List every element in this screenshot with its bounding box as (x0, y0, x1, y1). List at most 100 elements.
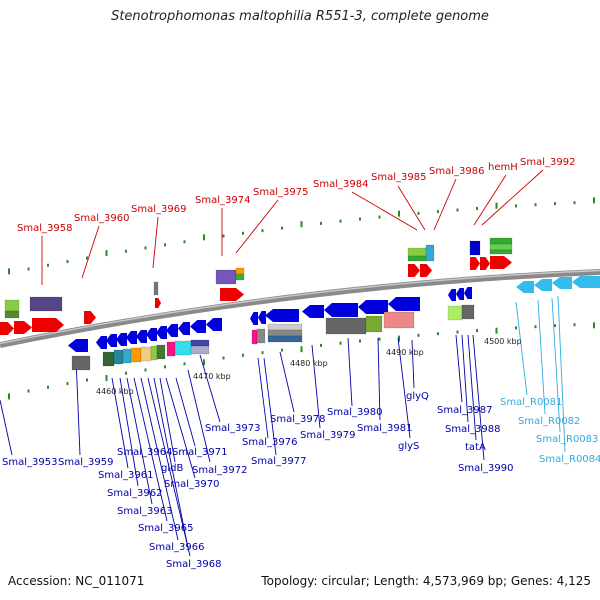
gene-label[interactable]: Smal_3975 (253, 187, 308, 198)
gene-arrow-reverse (516, 281, 534, 293)
gene-label[interactable]: glyQ (406, 391, 429, 402)
gene-label[interactable]: Smal_3963 (117, 506, 172, 517)
gene-label[interactable]: Smal_3958 (17, 223, 72, 234)
gene-label[interactable]: Smal_3971 (172, 447, 227, 458)
gene-label[interactable]: Smal_3976 (242, 437, 297, 448)
tick-mark (417, 211, 420, 215)
gene-label[interactable]: Smal_3964 (117, 447, 172, 458)
tick-mark (261, 351, 264, 355)
gene-label[interactable]: Smal_3981 (357, 423, 412, 434)
tick-mark (515, 204, 517, 208)
scale-label: 4480 kbp (290, 359, 328, 368)
gene-arrow-reverse (456, 288, 464, 300)
gene-block (235, 273, 245, 281)
gene-label[interactable]: Smal_3969 (131, 204, 186, 215)
tick-mark (554, 324, 556, 328)
gene-block (489, 243, 513, 251)
gene-label[interactable]: Smal_3992 (520, 157, 575, 168)
tick-mark (417, 333, 420, 337)
leader-line (75, 357, 81, 456)
gene-features[interactable] (0, 237, 600, 371)
gene-arrow-forward (155, 298, 161, 308)
leader-line (235, 199, 279, 254)
tick-mark (183, 362, 186, 366)
gene-block (447, 305, 463, 321)
tick-mark (534, 325, 537, 329)
rna-label[interactable]: Smal_R0083 (536, 434, 598, 445)
leader-line (187, 369, 211, 463)
gene-arrow-reverse (178, 322, 190, 335)
gene-label[interactable]: Smal_3962 (107, 488, 162, 499)
gene-label[interactable]: tatA (465, 442, 486, 453)
tick-mark (66, 260, 69, 264)
tick-mark (222, 234, 225, 238)
gene-label[interactable]: Smal_3980 (327, 407, 382, 418)
tick-mark (456, 330, 459, 334)
gene-label[interactable]: Smal_3979 (300, 430, 355, 441)
leader-line (159, 377, 176, 463)
inner-tick-track (8, 322, 595, 400)
tick-mark (125, 249, 127, 253)
gene-arrow-forward (14, 321, 32, 334)
tick-mark (456, 208, 459, 212)
gene-label[interactable]: Smal_3972 (192, 465, 247, 476)
gene-label[interactable]: Smal_3960 (74, 213, 129, 224)
leader-line (133, 377, 168, 522)
rna-label[interactable]: Smal_R0081 (500, 397, 562, 408)
gene-label[interactable]: Smal_3977 (251, 456, 306, 467)
rna-label[interactable]: Smal_R0084 (539, 454, 600, 465)
gene-label[interactable]: Smal_3988 (445, 424, 500, 435)
gene-arrow-reverse (116, 333, 127, 346)
leader-line (140, 377, 179, 541)
leader-line (199, 354, 221, 423)
gene-label[interactable]: Smal_3978 (270, 414, 325, 425)
gene-label[interactable]: Smal_3984 (313, 179, 368, 190)
tick-mark (398, 210, 400, 217)
gene-label[interactable]: Smal_3973 (205, 423, 260, 434)
tick-mark (300, 221, 303, 228)
tick-mark (144, 246, 147, 250)
leader-line (152, 216, 159, 269)
gene-label[interactable]: Smal_3966 (149, 542, 204, 553)
tick-mark (222, 356, 225, 360)
gene-label[interactable]: Smal_3961 (98, 470, 153, 481)
tick-mark (437, 210, 439, 214)
rna-label[interactable]: Smal_R0082 (518, 416, 580, 427)
gene-label[interactable]: Smal_3959 (58, 457, 113, 468)
gene-label[interactable]: Smal_3965 (138, 523, 193, 534)
scale-label: 4490 kbp (386, 348, 424, 357)
outer-tick-track (8, 197, 595, 275)
gene-block (267, 335, 303, 343)
gene-label[interactable]: Smal_3968 (166, 559, 221, 570)
leader-line (126, 377, 153, 505)
gene-label[interactable]: Smal_3990 (458, 463, 513, 474)
tick-mark (242, 353, 244, 357)
gene-label[interactable]: Smal_3986 (429, 166, 484, 177)
tick-mark (495, 327, 498, 334)
gene-block (469, 240, 481, 256)
gene-label[interactable]: hemH (488, 162, 518, 173)
gene-block (267, 329, 303, 337)
tick-mark (8, 393, 10, 400)
gene-label[interactable]: Smal_3953 (2, 457, 57, 468)
gene-arrow-reverse (126, 331, 137, 344)
gene-label[interactable]: Smal_3985 (371, 172, 426, 183)
gene-arrow-reverse (572, 276, 600, 288)
tick-mark (47, 385, 49, 389)
tick-mark (27, 389, 30, 393)
tick-mark (554, 202, 556, 206)
tick-mark (515, 326, 517, 330)
gene-label[interactable]: gidB (161, 463, 183, 474)
genome-backbone (0, 269, 600, 348)
gene-label[interactable]: Smal_3974 (195, 195, 250, 206)
gene-block (156, 344, 166, 360)
gene-label[interactable]: Smal_3970 (164, 479, 219, 490)
tick-mark (144, 368, 147, 372)
label-leader-lines (0, 169, 566, 557)
gene-block (489, 237, 513, 245)
tick-mark (261, 229, 264, 233)
leader-line (377, 337, 381, 421)
gene-label[interactable]: glyS (398, 441, 419, 452)
gene-label[interactable]: Smal_3987 (437, 405, 492, 416)
